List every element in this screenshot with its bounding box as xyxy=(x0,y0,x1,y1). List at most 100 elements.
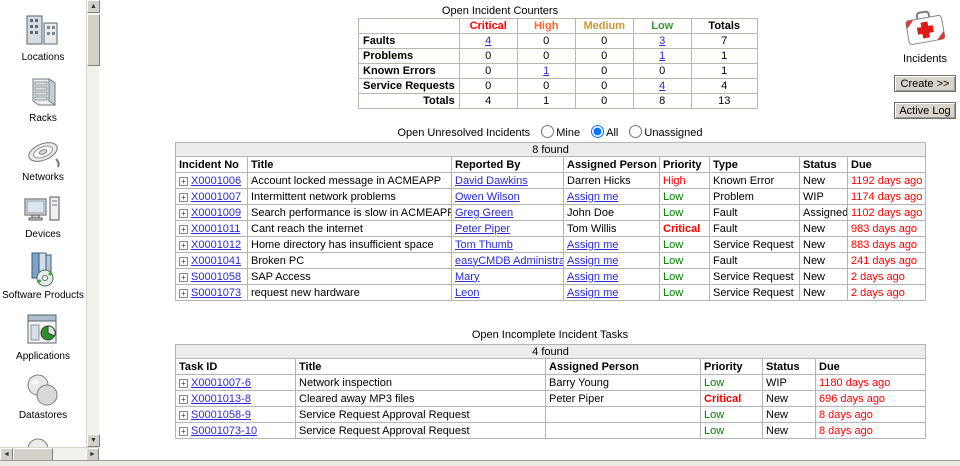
incident-no-link[interactable]: X0001012 xyxy=(191,238,242,251)
assign-me-link[interactable]: Assign me xyxy=(567,254,619,267)
radio-all[interactable]: All xyxy=(591,125,618,139)
incidents-kit-button[interactable] xyxy=(891,6,959,51)
task-id-link[interactable]: S0001058-9 xyxy=(191,408,251,421)
active-log-button[interactable]: Active Log xyxy=(894,102,956,119)
reported-by-link[interactable]: Owen Wilson xyxy=(455,190,520,203)
col-header-high[interactable]: High xyxy=(516,18,576,34)
sidebar-horizontal-scrollbar[interactable]: ◄ ► xyxy=(0,447,99,461)
task-id-link[interactable]: X0001013-8 xyxy=(191,392,251,405)
radio-unassigned-input[interactable] xyxy=(629,125,643,138)
reported-by-link[interactable]: easyCMDB Administrator xyxy=(455,254,563,267)
sidebar-item-devices[interactable]: Devices xyxy=(0,193,86,240)
counter-link[interactable]: 4 xyxy=(659,80,666,92)
expand-icon[interactable] xyxy=(179,272,188,282)
incident-no-link[interactable]: X0001011 xyxy=(191,222,241,235)
sidebar-item-networks[interactable]: Networks xyxy=(0,134,86,183)
sidebar-item-label: Applications xyxy=(16,351,70,362)
col-header-due[interactable]: Due xyxy=(814,358,927,375)
reported-by-cell: Leon xyxy=(451,284,564,301)
table-row: S0001058-9 Service Request Approval Requ… xyxy=(175,406,927,423)
vertical-scroll-thumb[interactable] xyxy=(87,14,100,66)
col-header-medium[interactable]: Medium xyxy=(574,18,634,34)
col-header-priority[interactable]: Priority xyxy=(659,156,710,173)
assigned-person-cell xyxy=(545,422,701,439)
col-header-critical[interactable]: Critical xyxy=(458,18,518,34)
expand-icon[interactable] xyxy=(179,256,188,266)
incident-no-link[interactable]: X0001009 xyxy=(191,206,242,219)
col-header-type[interactable]: Type xyxy=(709,156,800,173)
row-label: Problems xyxy=(358,48,460,64)
sidebar-item-software-products[interactable]: Software Products xyxy=(0,250,86,301)
col-header-reported-by[interactable]: Reported By xyxy=(451,156,564,173)
cell: 0 xyxy=(458,48,518,64)
assign-me-link[interactable]: Assign me xyxy=(567,238,619,251)
expand-icon[interactable] xyxy=(179,394,188,404)
col-header-low[interactable]: Low xyxy=(632,18,692,34)
col-header-title[interactable]: Title xyxy=(247,156,452,173)
col-header-due[interactable]: Due xyxy=(846,156,927,173)
radio-mine[interactable]: Mine xyxy=(541,125,580,139)
scroll-up-icon[interactable]: ▲ xyxy=(87,0,100,13)
col-header-assigned-person[interactable]: Assigned Person xyxy=(545,358,701,375)
sidebar-item-racks[interactable]: Racks xyxy=(0,73,86,124)
expand-icon[interactable] xyxy=(179,410,188,420)
sidebar-vertical-scrollbar[interactable]: ▲ ▼ xyxy=(86,0,100,447)
sidebar-item-partial[interactable] xyxy=(0,431,86,447)
task-id-link[interactable]: X0001007-6 xyxy=(191,376,251,389)
counter-link[interactable]: 1 xyxy=(543,65,550,77)
incident-no-link[interactable]: X0001007 xyxy=(191,190,242,203)
col-header-task-id[interactable]: Task ID xyxy=(175,358,296,375)
assign-me-link[interactable]: Assign me xyxy=(567,286,619,299)
radio-all-input[interactable] xyxy=(591,125,605,138)
reported-by-link[interactable]: Greg Green xyxy=(455,206,514,219)
col-header-status[interactable]: Status xyxy=(762,358,816,375)
incident-no-link[interactable]: X0001006 xyxy=(191,174,242,187)
expand-icon[interactable] xyxy=(179,192,188,202)
cell: 0 xyxy=(574,33,634,49)
status-cell: New xyxy=(762,390,816,407)
expand-icon[interactable] xyxy=(179,176,188,186)
unresolved-incidents-table: 8 found Incident No Title Reported By As… xyxy=(174,142,927,301)
reported-by-link[interactable]: Leon xyxy=(455,286,480,299)
incident-no-link[interactable]: S0001073 xyxy=(191,286,242,299)
sidebar-item-applications[interactable]: Applications xyxy=(0,311,86,362)
incident-no-link[interactable]: S0001058 xyxy=(191,270,242,283)
counter-link[interactable]: 4 xyxy=(485,35,492,47)
create-button[interactable]: Create >> xyxy=(894,75,956,92)
scroll-down-icon[interactable]: ▼ xyxy=(87,434,100,447)
col-header-title[interactable]: Title xyxy=(295,358,546,375)
col-header-priority[interactable]: Priority xyxy=(700,358,763,375)
col-header-assigned-person[interactable]: Assigned Person xyxy=(563,156,660,173)
assign-me-link[interactable]: Assign me xyxy=(567,270,619,283)
counter-link[interactable]: 3 xyxy=(659,35,666,47)
type-cell: Service Request xyxy=(709,236,800,253)
sidebar-item-label: Software Products xyxy=(2,290,84,301)
sidebar-item-locations[interactable]: Locations xyxy=(0,10,86,63)
col-header-incident-no[interactable]: Incident No xyxy=(175,156,248,173)
expand-icon[interactable] xyxy=(179,426,188,436)
expand-icon[interactable] xyxy=(179,224,188,234)
reported-by-cell: David Dawkins xyxy=(451,172,564,189)
priority-cell: Critical xyxy=(659,220,710,237)
incident-no-link[interactable]: X0001041 xyxy=(191,254,242,267)
sidebar-item-datastores[interactable]: Datastores xyxy=(0,372,86,421)
reported-by-link[interactable]: David Dawkins xyxy=(455,174,528,187)
expand-icon[interactable] xyxy=(179,240,188,250)
radio-mine-input[interactable] xyxy=(541,125,555,138)
expand-icon[interactable] xyxy=(179,378,188,388)
counter-link[interactable]: 1 xyxy=(659,50,666,62)
reported-by-link[interactable]: Peter Piper xyxy=(455,222,511,235)
expand-icon[interactable] xyxy=(179,208,188,218)
expand-icon[interactable] xyxy=(179,288,188,298)
assign-me-link[interactable]: Assign me xyxy=(567,190,619,203)
reported-by-link[interactable]: Tom Thumb xyxy=(455,238,513,251)
radio-unassigned[interactable]: Unassigned xyxy=(629,125,703,139)
title-cell: request new hardware xyxy=(247,284,452,301)
col-header-totals[interactable]: Totals xyxy=(690,18,758,34)
task-id-link[interactable]: S0001073-10 xyxy=(191,424,258,437)
col-header-status[interactable]: Status xyxy=(799,156,848,173)
sidebar-item-label: Racks xyxy=(29,113,57,124)
priority-cell: Low xyxy=(659,236,710,253)
reported-by-link[interactable]: Mary xyxy=(455,270,480,283)
rack-icon xyxy=(32,78,56,106)
